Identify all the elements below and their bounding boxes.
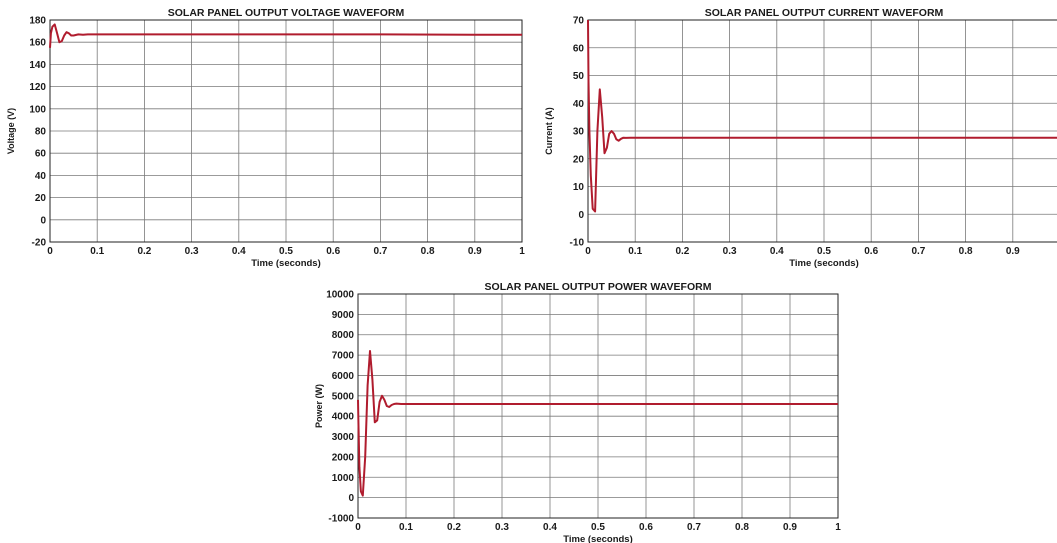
voltage-y-tick-label: 20 [35,193,47,204]
voltage-x-tick-label: 0.2 [137,246,151,257]
power-chart: 0 0.1 0.2 0.3 0.4 0.5 0.6 0.7 0.8 0.9 1-1000010002… [314,281,841,543]
current-y-tick-label: 60 [573,43,585,54]
current-x-tick-label: 0.7 [911,246,925,257]
current-chart: 0 0.1 0.2 0.3 0.4 0.5 0.6 0.7 0.8 0.9-10010203040… [544,7,1057,269]
power-x-tick-label: 0.3 [495,522,509,533]
power-x-tick-label: 0.9 [783,522,797,533]
voltage-chart-title: SOLAR PANEL OUTPUT VOLTAGE WAVEFORM [168,7,405,19]
power-x-tick-label: 0.8 [735,522,749,533]
current-axes-frame [587,19,1057,243]
power-x-axis-label: Time (seconds) [563,534,633,543]
voltage-y-tick-label: 80 [35,127,47,138]
current-x-tick-label: 0.3 [723,246,737,257]
power-y-tick-label: -1000 [328,514,354,525]
current-y-tick-label: 40 [573,99,585,110]
power-x-tick-label: 1 [835,522,841,533]
current-y-tick-label: 50 [573,71,585,82]
voltage-x-tick-label: 0.1 [90,246,104,257]
current-x-tick-label: 0.2 [675,246,689,257]
current-y-tick-label: 30 [573,127,585,138]
voltage-y-tick-label: 140 [29,60,46,71]
voltage-y-tick-label: 0 [40,215,46,226]
current-y-tick-label: 20 [573,154,585,165]
voltage-x-tick-label: 0 [47,246,53,257]
voltage-y-tick-label: 120 [29,82,46,93]
voltage-y-axis-label: Voltage (V) [6,108,16,154]
power-y-axis-label: Power (W) [314,384,324,428]
voltage-x-tick-label: 0.3 [185,246,199,257]
current-x-tick-label: 0.6 [864,246,878,257]
power-y-tick-label: 3000 [332,432,355,443]
voltage-chart: 0 0.1 0.2 0.3 0.4 0.5 0.6 0.7 0.8 0.9 1-2002040608… [6,7,525,269]
voltage-x-tick-label: 1 [519,246,525,257]
power-y-tick-label: 6000 [332,371,355,382]
power-y-tick-label: 5000 [332,391,355,402]
current-x-tick-label: 0.1 [628,246,642,257]
power-chart-title: SOLAR PANEL OUTPUT POWER WAVEFORM [485,281,712,293]
current-y-axis-label: Current (A) [544,107,554,155]
power-x-tick-label: 0.5 [591,522,605,533]
power-x-tick-label: 0.6 [639,522,653,533]
current-x-tick-label: 0.8 [959,246,973,257]
power-y-tick-label: 7000 [332,351,355,362]
current-x-tick-label: 0.5 [817,246,831,257]
current-x-tick-label: 0 [585,246,591,257]
current-y-tick-label: 0 [578,210,584,221]
voltage-series-line [49,23,522,48]
power-y-tick-label: 10000 [326,290,354,301]
current-y-tick-label: 10 [573,182,585,193]
voltage-x-tick-label: 0.7 [373,246,387,257]
voltage-axes-frame [49,19,523,243]
voltage-x-tick-label: 0.6 [326,246,340,257]
power-series-line [357,350,838,497]
power-y-tick-label: 4000 [332,412,355,423]
voltage-y-tick-label: 180 [29,16,46,27]
power-y-tick-label: 2000 [332,452,355,463]
power-y-tick-label: 0 [348,493,354,504]
power-y-tick-label: 1000 [332,473,355,484]
current-x-tick-label: 0.9 [1006,246,1020,257]
current-chart-title: SOLAR PANEL OUTPUT CURRENT WAVEFORM [705,7,944,19]
voltage-y-tick-label: 160 [29,38,46,49]
voltage-x-axis-label: Time (seconds) [251,258,321,269]
voltage-y-tick-label: 40 [35,171,47,182]
power-y-tick-label: 9000 [332,310,355,321]
voltage-x-tick-label: 0.9 [468,246,482,257]
voltage-y-tick-label: 60 [35,149,47,160]
power-y-tick-label: 8000 [332,330,355,341]
current-y-tick-label: 70 [573,16,585,27]
current-x-tick-label: 0.4 [770,246,784,257]
voltage-x-tick-label: 0.5 [279,246,293,257]
current-y-tick-label: -10 [570,238,585,249]
voltage-x-tick-label: 0.8 [421,246,435,257]
voltage-x-tick-label: 0.4 [232,246,246,257]
power-x-tick-label: 0 [355,522,361,533]
power-x-tick-label: 0.2 [447,522,461,533]
current-x-axis-label: Time (seconds) [789,258,859,269]
voltage-y-tick-label: -20 [32,238,47,249]
current-series-line [587,19,1057,213]
power-x-tick-label: 0.7 [687,522,701,533]
power-x-tick-label: 0.1 [399,522,413,533]
power-x-tick-label: 0.4 [543,522,557,533]
voltage-y-tick-label: 100 [29,104,46,115]
